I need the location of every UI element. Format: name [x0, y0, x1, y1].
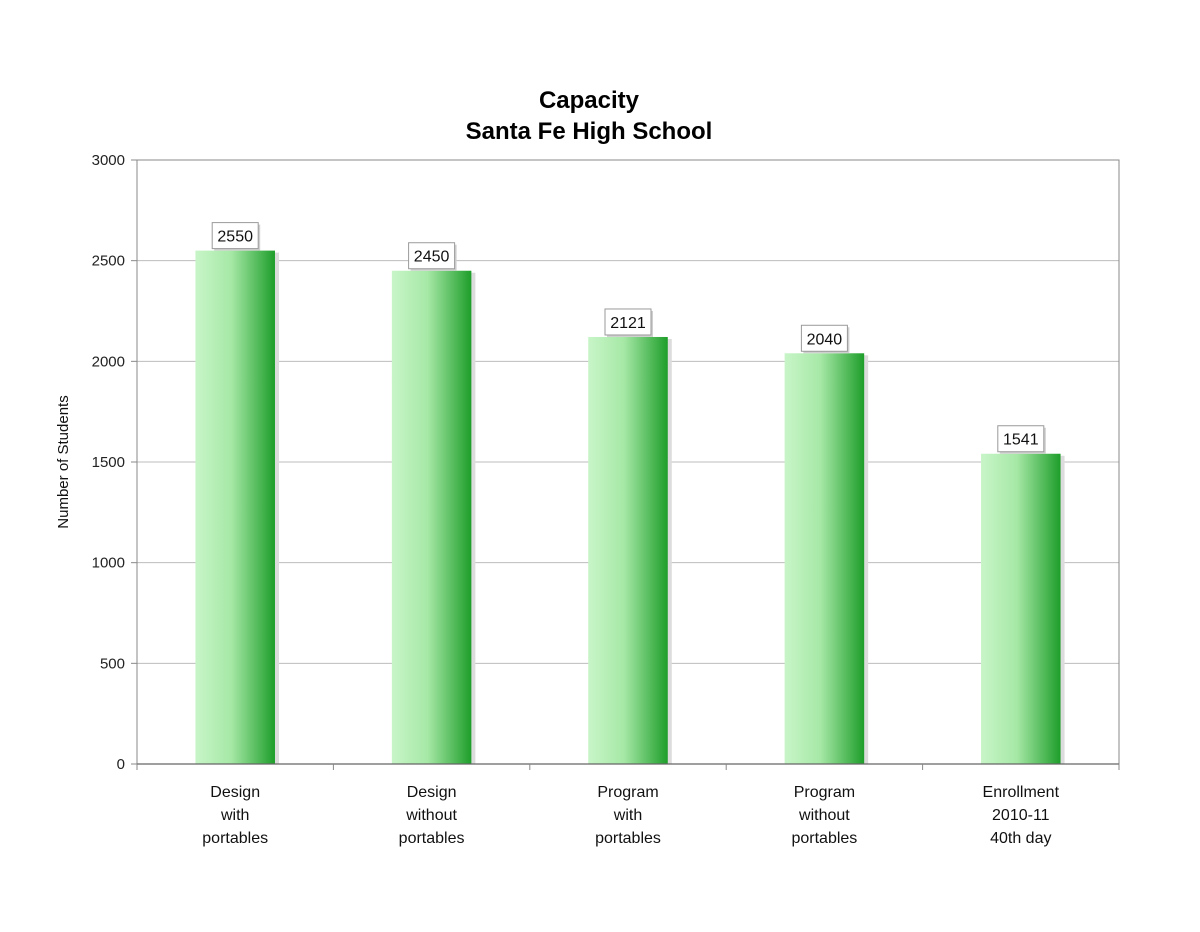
y-tick-label: 1000 [92, 555, 125, 572]
bars [195, 250, 1065, 765]
data-label: 2450 [414, 249, 450, 266]
x-category-label: Enrollment 2010-11 40th day [983, 784, 1060, 847]
data-label: 2121 [610, 315, 646, 332]
bar [195, 250, 275, 765]
bar [391, 270, 472, 764]
y-tick-label: 3000 [92, 152, 125, 169]
data-label: 2040 [807, 331, 843, 348]
data-label-box [997, 425, 1045, 453]
x-category-label: Program with portables [595, 784, 661, 847]
data-label: 1541 [1003, 432, 1039, 449]
y-tick-label: 0 [117, 756, 125, 773]
axes: 0 500 1000 1500 2000 2500 3000 Design with portab… [92, 152, 1120, 847]
data-label-box [211, 222, 259, 250]
chart-subtitle: Santa Fe High School [466, 118, 713, 145]
y-tick-label: 2500 [92, 253, 125, 270]
x-category-label: Design without portables [399, 784, 465, 847]
data-label-box [408, 242, 456, 270]
data-label: 2550 [217, 229, 253, 246]
y-tick-label: 1500 [92, 454, 125, 471]
y-tick-label: 2000 [92, 353, 125, 370]
y-axis-label: Number of Students [55, 395, 72, 528]
bar [981, 453, 1061, 764]
bar [784, 353, 865, 764]
y-tick-label: 500 [100, 655, 125, 672]
data-label-box [800, 324, 848, 352]
bar [588, 336, 668, 764]
data-label-box [604, 308, 652, 336]
x-category-label: Design with portables [202, 784, 268, 847]
chart-title: Capacity [539, 87, 640, 114]
data-labels: 2550 2450 2121 2040 1541 [211, 222, 1046, 454]
x-category-label: Program without portables [791, 784, 857, 847]
